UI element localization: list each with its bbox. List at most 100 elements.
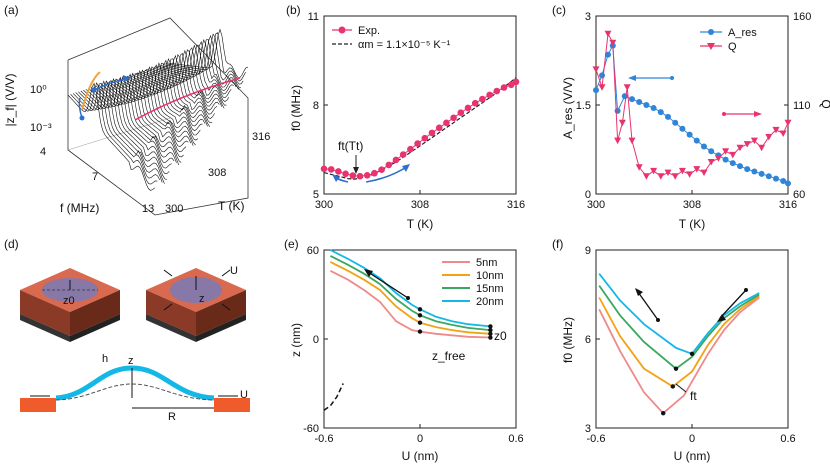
box-back-edge [67,117,171,151]
resonance-highlight-pink [134,77,241,121]
q-point [628,137,636,145]
arrow-tail [744,288,748,292]
exp-point [471,99,479,107]
block-base [20,314,70,342]
y2-tick-label: 160 [793,11,811,23]
ares-point [636,99,643,106]
q-line [595,32,789,177]
q-point [614,137,622,145]
spectrum-trace [144,47,227,106]
spectrum-trace [155,38,237,92]
arrowhead [364,269,373,277]
arrowhead [635,288,643,296]
arrowhead [353,167,359,174]
arrow-tail [656,318,660,322]
exp-point [450,114,457,122]
membrane-block-left: z0 [20,268,120,342]
panel-a: (a) |z_f| (V/V) 10⁰ 10⁻³ 4 7 13 f (MHz) … [3,3,270,216]
q-point [784,119,792,127]
exp-point [457,109,465,117]
legend-label-q: Q [728,41,737,53]
ares-point [708,148,715,155]
spectrum-trace [98,72,184,158]
point-u0 [417,329,423,334]
spectrum-trace [131,54,215,119]
x-tick-label: -0.6 [315,433,334,445]
panel-b: (b) 300 308 316 5 8 11 f0 (MHz) T (K) Exp. αm… [286,3,525,231]
annotation-z0: z0 [494,329,507,343]
x-tick-label: 316 [779,199,797,211]
ares-point [773,175,779,182]
label-u: U [230,265,238,277]
u-arrow [221,269,231,277]
spectrum-trace [72,83,161,181]
curve-20nm [329,249,491,328]
q-point [604,30,612,38]
exp-point [428,129,436,137]
u-arrow [163,303,173,311]
annotation-ft: ft [690,389,697,403]
ares-point [765,173,772,180]
q-point [700,169,708,177]
panel-label-c: (c) [552,3,566,17]
ares-point [758,170,765,177]
ares-point [785,180,791,187]
exp-point [414,140,421,147]
q-point [650,167,658,175]
y-tick-label: -60 [303,423,319,435]
resonance-highlight-orange [81,71,101,111]
point-u0 [417,307,423,312]
annotation-arrow [675,383,687,393]
exp-point [407,145,414,153]
exp-point [486,91,493,99]
point-end [488,335,493,340]
spectrum-trace [67,82,156,191]
exp-point [512,78,520,86]
y-tick-label: 11 [308,11,319,23]
panel-a-ttick: 300 [165,203,183,215]
spectrum-trace [129,58,213,124]
cross-section: h z U R [20,353,250,423]
label-u-cross: U [240,389,248,401]
ares-point [665,113,671,120]
spectrum-trace [75,80,163,183]
y-tick-label: 3 [585,11,591,23]
panel-label-b: (b) [286,3,301,17]
xlabel-c: T (K) [679,217,705,231]
exp-point [349,172,357,179]
trend-arrow-left [637,291,659,321]
spectrum-trace [157,38,239,90]
spectrum-trace [134,53,218,115]
y-tick-label: 5 [313,189,319,201]
panel-a-xlabel: f (MHz) [60,201,99,215]
panel-a-xtick: 7 [92,171,98,183]
zfree-curve [323,383,344,411]
spectrum-trace [150,44,232,98]
exp-point [392,156,400,164]
y-tick-label: 0 [313,334,319,346]
spectrum-trace [162,33,244,85]
q-point [618,119,626,127]
spectrum-trace [101,73,187,153]
panel-a-ytick: 10⁻³ [30,122,52,134]
y-tick-label: 0 [585,189,591,201]
minimum-point [673,366,679,371]
legend-label: 10nm [476,270,504,282]
legend-label-exp: Exp. [358,25,380,37]
panel-a-xtick: 13 [142,203,154,215]
x-tick-label: -0.6 [587,433,606,445]
spectrum-trace [83,77,170,175]
q-point [743,141,751,148]
minimum-point [661,410,666,416]
point-end [488,324,493,329]
support-right [214,398,250,412]
q-point [772,126,780,134]
q-point [714,155,722,162]
ares-point [693,137,700,144]
label-h: h [102,353,108,365]
series-f [598,273,760,416]
arrow-tail [406,296,410,300]
legend-label-ares: A_res [728,27,757,39]
ylabel-f: f0 (MHz) [561,317,575,363]
q-point [592,66,600,73]
